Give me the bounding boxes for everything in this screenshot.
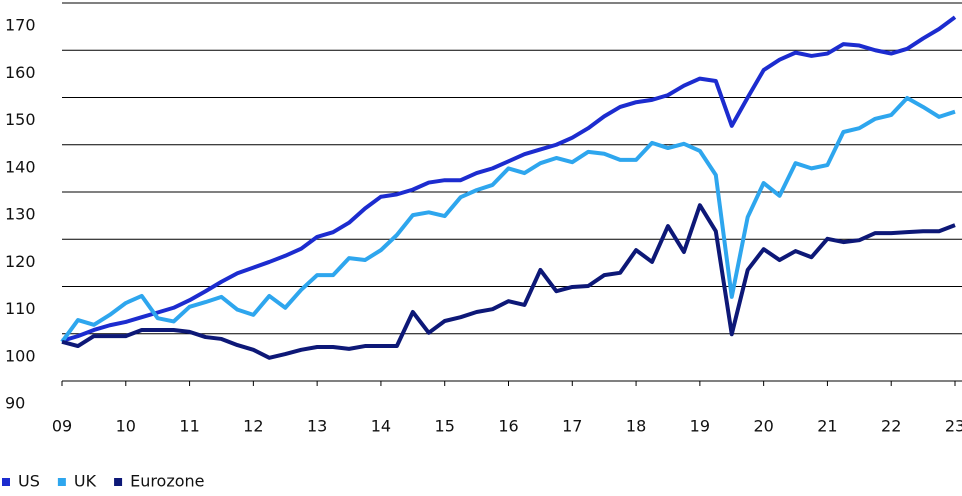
x-tick-label: 20 (753, 417, 773, 436)
series-line (61, 203, 956, 360)
y-tick-label: 150 (5, 110, 36, 129)
x-tick-label: 13 (307, 417, 327, 436)
y-tick-label: 90 (5, 394, 25, 413)
x-tick-label: 23 (945, 417, 962, 436)
x-tick-label: 15 (435, 417, 455, 436)
x-tick-label: 09 (52, 417, 72, 436)
y-tick-label: 100 (5, 346, 36, 365)
y-tick-label: 140 (5, 157, 36, 176)
x-tick-label: 19 (690, 417, 710, 436)
x-tick-label: 12 (243, 417, 263, 436)
x-tick-label: 17 (562, 417, 582, 436)
y-tick-label: 170 (5, 16, 36, 35)
legend-swatch (57, 478, 66, 486)
legend-label: Eurozone (130, 472, 204, 491)
x-tick-label: 11 (179, 417, 199, 436)
x-tick-label: 14 (371, 417, 391, 436)
legend-swatch (114, 478, 123, 486)
legend-swatch (2, 478, 10, 486)
y-tick-label: 130 (5, 205, 36, 224)
x-tick-label: 21 (817, 417, 837, 436)
series-line (60, 95, 956, 343)
x-tick-label: 16 (498, 417, 518, 436)
x-tick-label: 10 (116, 417, 136, 436)
series-line (61, 15, 957, 343)
y-tick-label: 120 (5, 252, 36, 271)
x-tick-label: 22 (881, 417, 901, 436)
legend-label: UK (74, 472, 97, 491)
x-tick-label: 18 (626, 417, 646, 436)
y-tick-label: 160 (5, 63, 36, 82)
y-tick-label: 110 (5, 299, 36, 318)
legend-label: US (18, 472, 40, 491)
